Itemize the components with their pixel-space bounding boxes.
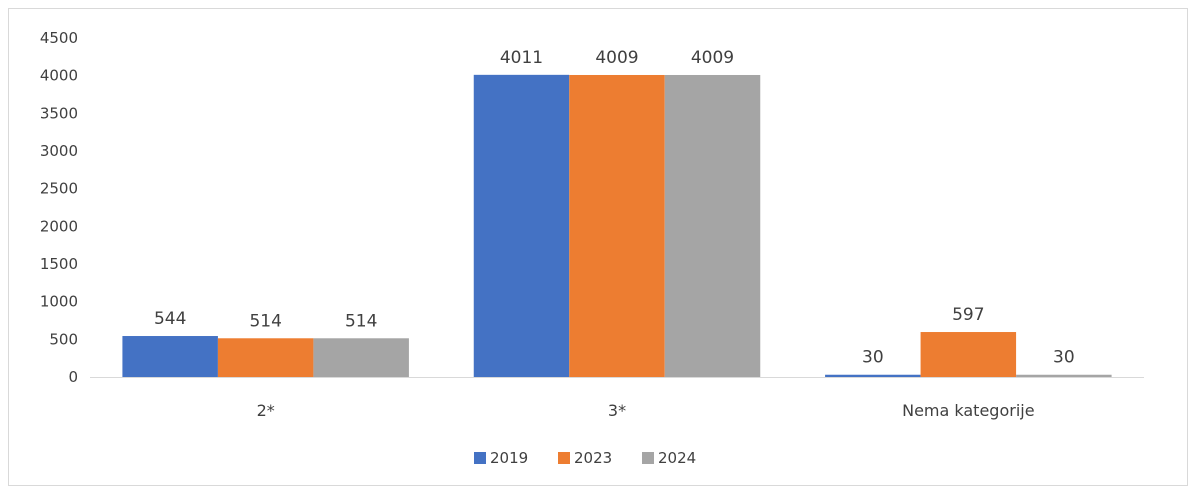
legend-label: 2019 <box>490 449 528 467</box>
legend-swatch-2024 <box>642 452 654 464</box>
data-label: 544 <box>154 309 186 329</box>
y-tick-label: 1500 <box>40 255 78 273</box>
y-tick-label: 4000 <box>40 67 78 85</box>
data-label: 514 <box>345 311 377 331</box>
data-label: 30 <box>862 348 884 368</box>
bar-2024-0 <box>313 338 409 377</box>
data-label: 4009 <box>595 48 638 68</box>
legend-label: 2024 <box>658 449 696 467</box>
data-label: 514 <box>249 311 281 331</box>
bar-2023-2 <box>920 332 1017 377</box>
y-tick-label: 4500 <box>40 29 78 47</box>
y-tick-label: 2500 <box>40 180 78 198</box>
y-tick-label: 3000 <box>40 142 78 160</box>
legend-swatch-2023 <box>558 452 570 464</box>
bar-2019-2 <box>825 374 921 377</box>
y-tick-label: 0 <box>68 368 78 386</box>
x-category-label: 2* <box>257 401 275 420</box>
bar-2019-1 <box>473 74 570 377</box>
data-label: 4009 <box>691 48 734 68</box>
bar-2024-2 <box>1016 374 1112 377</box>
legend-label: 2023 <box>574 449 612 467</box>
bar-2019-0 <box>122 336 218 377</box>
x-category-label: Nema kategorije <box>902 401 1034 420</box>
x-category-label: 3* <box>608 401 626 420</box>
bar-2024-1 <box>664 74 761 377</box>
data-label: 597 <box>952 305 984 325</box>
y-tick-label: 1000 <box>40 293 78 311</box>
legend-swatch-2019 <box>474 452 486 464</box>
y-tick-label: 500 <box>49 330 78 348</box>
data-label: 4011 <box>500 48 543 68</box>
y-tick-label: 2000 <box>40 217 78 235</box>
y-tick-label: 3500 <box>40 104 78 122</box>
bar-2023-0 <box>217 338 314 377</box>
data-label: 30 <box>1053 348 1075 368</box>
bar-2023-1 <box>569 74 665 377</box>
